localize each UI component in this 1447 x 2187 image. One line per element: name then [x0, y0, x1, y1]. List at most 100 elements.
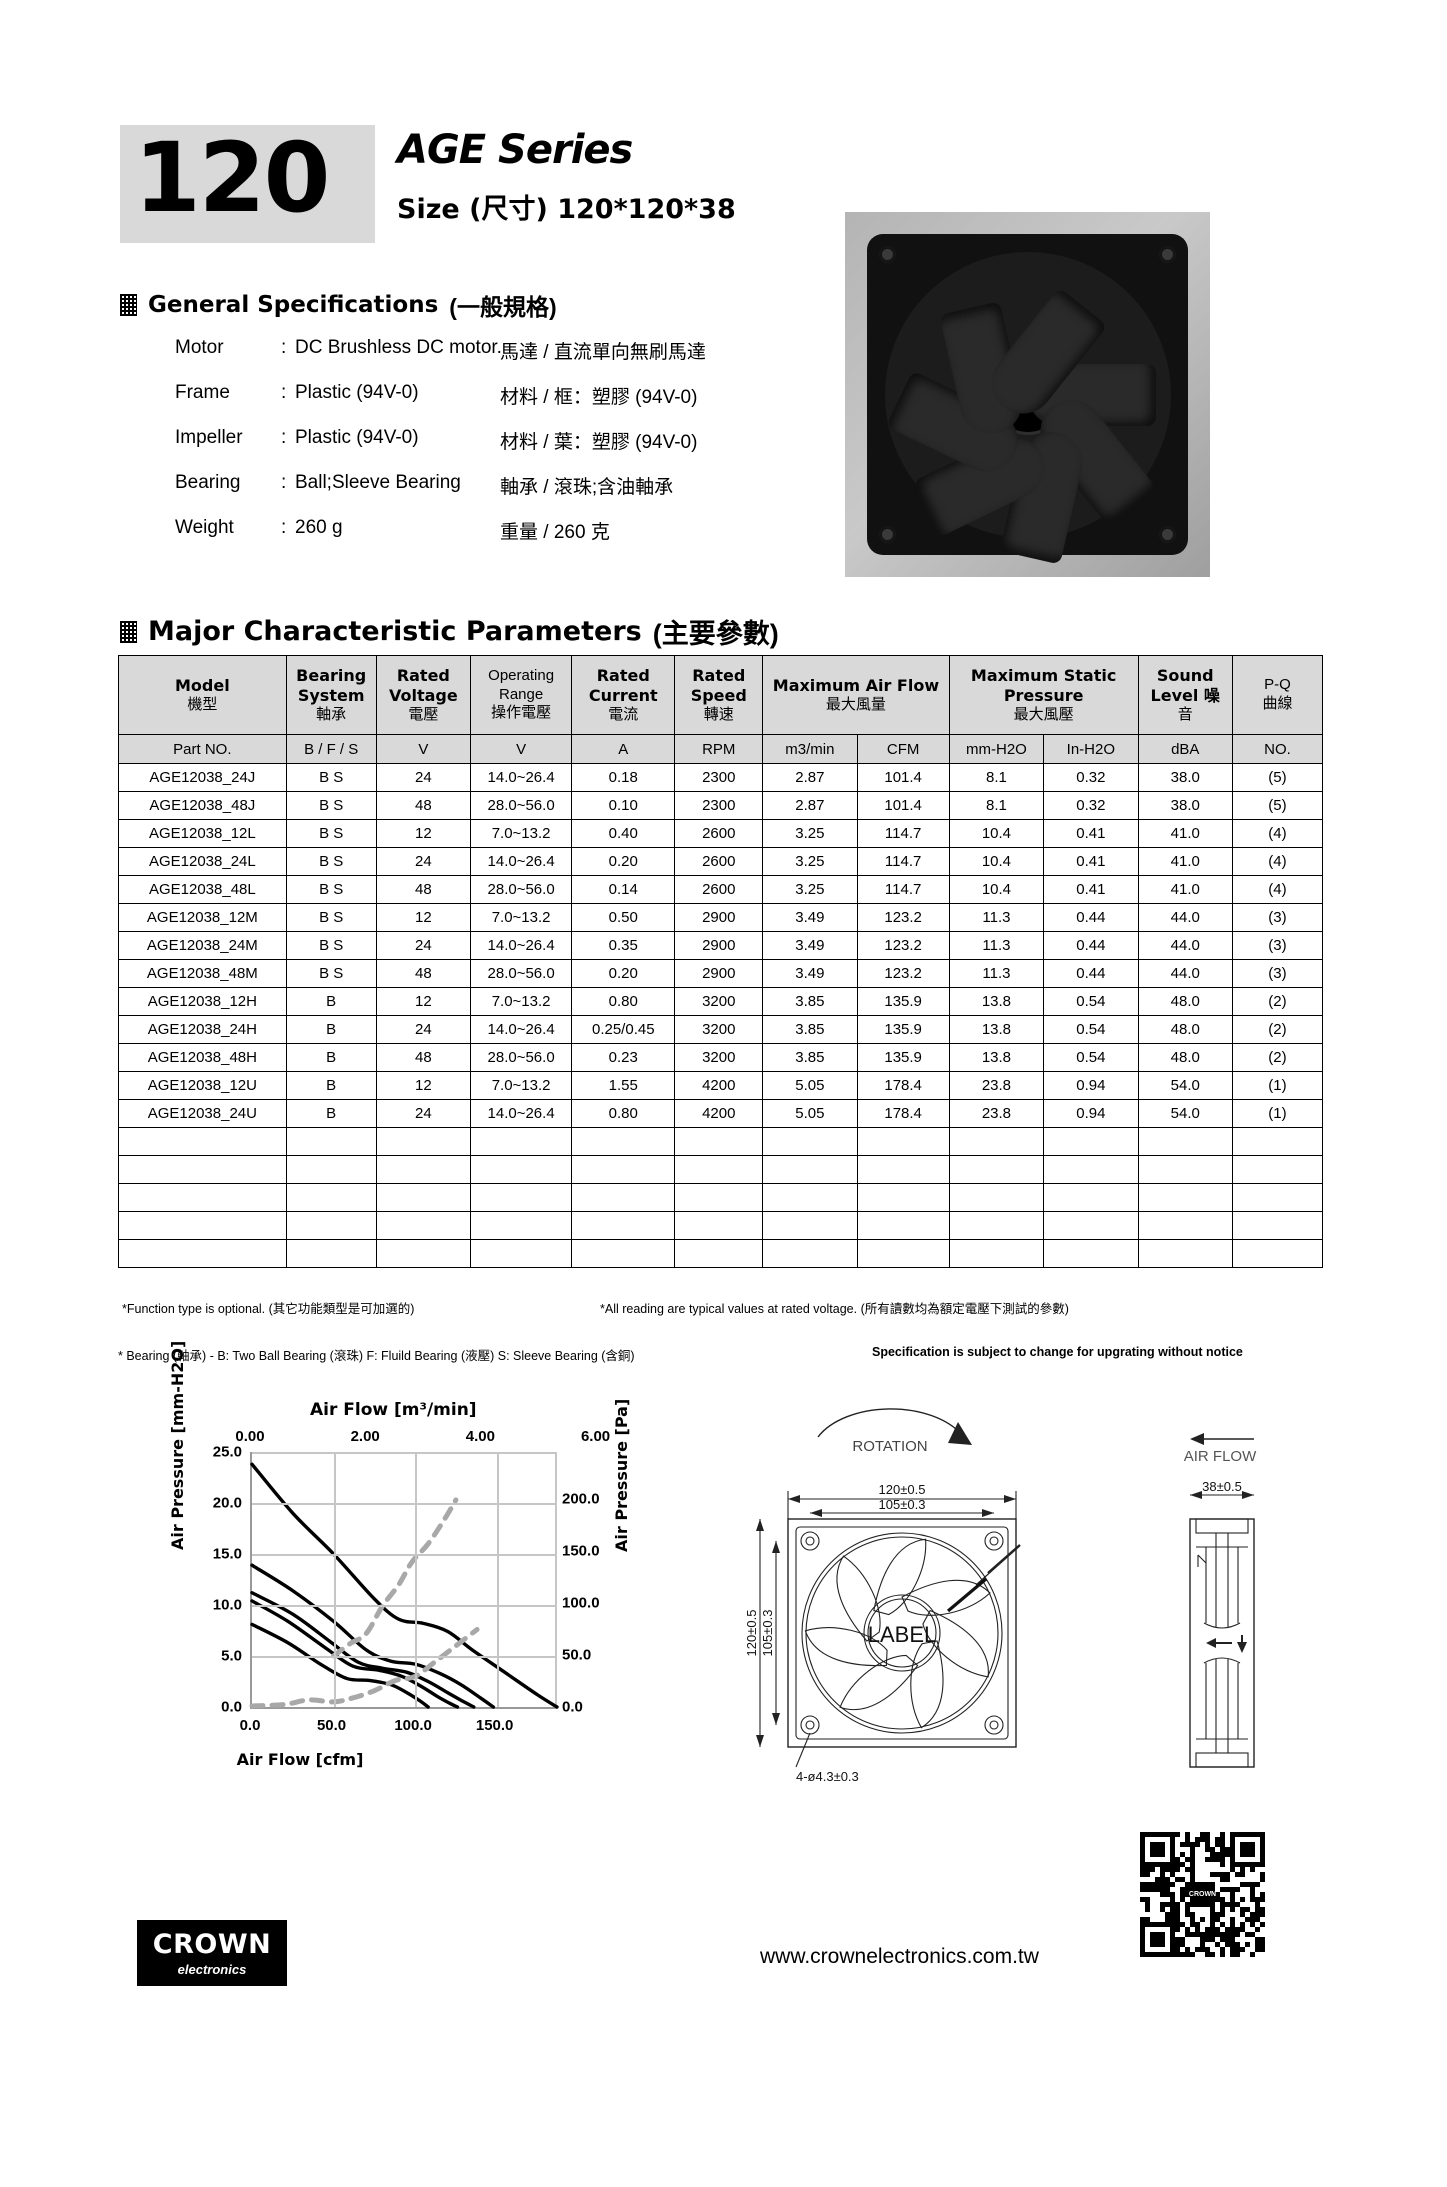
qr-module: [1240, 1922, 1245, 1927]
front-view-drawing: ROTATION 120±0.5 105±0.3 120±0.5 105±0.3…: [700, 1395, 1030, 1815]
table-cell: 41.0: [1137, 875, 1233, 904]
table-row-empty: [118, 1183, 1324, 1212]
qr-module: [1165, 1892, 1170, 1897]
table-unit-cell: V: [470, 734, 573, 764]
qr-module: [1165, 1887, 1170, 1892]
table-cell: 10.4: [948, 847, 1045, 876]
qr-module: [1150, 1922, 1155, 1927]
table-cell: AGE12038_12L: [118, 819, 287, 848]
table-cell: 14.0~26.4: [470, 931, 573, 960]
qr-module: [1220, 1912, 1225, 1917]
table-cell: 3200: [674, 1043, 764, 1072]
pq-curve-chart: Air Flow [m³/min] 0.00 2.00 4.00 6.00 Air P…: [150, 1341, 631, 1820]
chart-y-tick-left: 20.0: [212, 1494, 242, 1512]
qr-module: [1200, 1832, 1205, 1837]
qr-module: [1205, 1932, 1210, 1937]
table-header-row: Model 機型 Bearing System 軸承 Rated Voltage 電壓 Op…: [118, 655, 1324, 735]
qr-module: [1240, 1907, 1245, 1912]
table-cell: 0.41: [1043, 875, 1139, 904]
chart-y-tick-left: 15.0: [212, 1545, 242, 1563]
table-cell: B S: [285, 959, 377, 988]
table-cell-empty: [948, 1183, 1045, 1212]
size-badge: 120: [120, 122, 375, 243]
qr-module: [1170, 1902, 1175, 1907]
table-cell: 48: [375, 959, 472, 988]
table-cell-empty: [762, 1155, 858, 1184]
table-cell: (4): [1231, 847, 1324, 876]
table-cell: 0.54: [1043, 1015, 1139, 1044]
spec-value-cn: 材料 / 框：塑膠 (94V-0): [500, 387, 698, 408]
qr-module: [1160, 1877, 1165, 1882]
chart-series-dashed: [331, 1497, 459, 1659]
qr-module: [1165, 1862, 1170, 1867]
chart-series-solid: [250, 1622, 430, 1709]
qr-module: [1185, 1837, 1190, 1842]
table-cell: B S: [285, 875, 377, 904]
table-cell: 54.0: [1137, 1071, 1233, 1100]
chart-top-tick: 2.00: [350, 1428, 380, 1445]
qr-module: [1215, 1852, 1220, 1857]
qr-module: [1255, 1917, 1260, 1922]
table-cell: B S: [285, 819, 377, 848]
table-cell: (3): [1231, 903, 1324, 932]
qr-module: [1140, 1882, 1145, 1887]
qr-module: [1255, 1942, 1260, 1947]
qr-module: [1175, 1867, 1180, 1872]
qr-module: [1210, 1917, 1215, 1922]
qr-code[interactable]: CROWN: [1140, 1832, 1265, 1957]
qr-module: [1180, 1887, 1185, 1892]
table-cell-empty: [1043, 1155, 1139, 1184]
qr-module: [1155, 1852, 1160, 1857]
crown-logo: CROWN electronics: [137, 1920, 287, 1986]
qr-module: [1225, 1847, 1230, 1852]
table-cell-empty: [674, 1183, 764, 1212]
table-header-cell: Maximum Air Flow 最大風量: [762, 655, 950, 735]
chart-series-solid: [250, 1462, 559, 1709]
qr-module: [1245, 1942, 1250, 1947]
table-cell: 24: [375, 931, 472, 960]
qr-module: [1160, 1842, 1165, 1847]
spec-value: Plastic (94V-0): [295, 427, 419, 448]
table-cell-empty: [470, 1127, 573, 1156]
qr-module: [1225, 1927, 1230, 1932]
qr-module: [1230, 1947, 1235, 1952]
table-cell: 2600: [674, 875, 764, 904]
qr-module: [1200, 1937, 1205, 1942]
qr-module: [1245, 1862, 1250, 1867]
footnote-bearing-legend: * Bearing (軸承) - B: Two Ball Bearing (滾珠…: [118, 1349, 635, 1363]
table-cell: 7.0~13.2: [470, 903, 573, 932]
qr-module: [1150, 1942, 1155, 1947]
qr-module: [1165, 1922, 1170, 1927]
qr-module: [1170, 1927, 1175, 1932]
table-cell: 10.4: [948, 875, 1045, 904]
qr-module: [1260, 1847, 1265, 1852]
qr-module: [1250, 1862, 1255, 1867]
fan-product-photo: [845, 212, 1210, 577]
qr-module: [1200, 1917, 1205, 1922]
qr-module: [1210, 1952, 1215, 1957]
table-cell: 13.8: [948, 987, 1045, 1016]
table-cell: 38.0: [1137, 791, 1233, 820]
qr-module: [1240, 1947, 1245, 1952]
qr-module: [1205, 1832, 1210, 1837]
qr-module: [1160, 1902, 1165, 1907]
table-cell: 24: [375, 847, 472, 876]
table-cell: 8.1: [948, 763, 1045, 792]
table-cell: (5): [1231, 791, 1324, 820]
table-cell: (1): [1231, 1071, 1324, 1100]
qr-module: [1190, 1872, 1195, 1877]
website-url[interactable]: www.crownelectronics.com.tw: [760, 1945, 1039, 1968]
table-cell: 0.35: [571, 931, 676, 960]
qr-module: [1245, 1907, 1250, 1912]
table-cell-empty: [856, 1155, 950, 1184]
table-cell-empty: [762, 1211, 858, 1240]
table-cell-empty: [1043, 1127, 1139, 1156]
table-cell: 3200: [674, 1015, 764, 1044]
qr-module: [1205, 1837, 1210, 1842]
qr-module: [1140, 1937, 1145, 1942]
table-cell-empty: [285, 1155, 377, 1184]
qr-module: [1155, 1922, 1160, 1927]
qr-module: [1150, 1937, 1155, 1942]
general-specifications-label-en: General Specifications: [148, 292, 439, 318]
